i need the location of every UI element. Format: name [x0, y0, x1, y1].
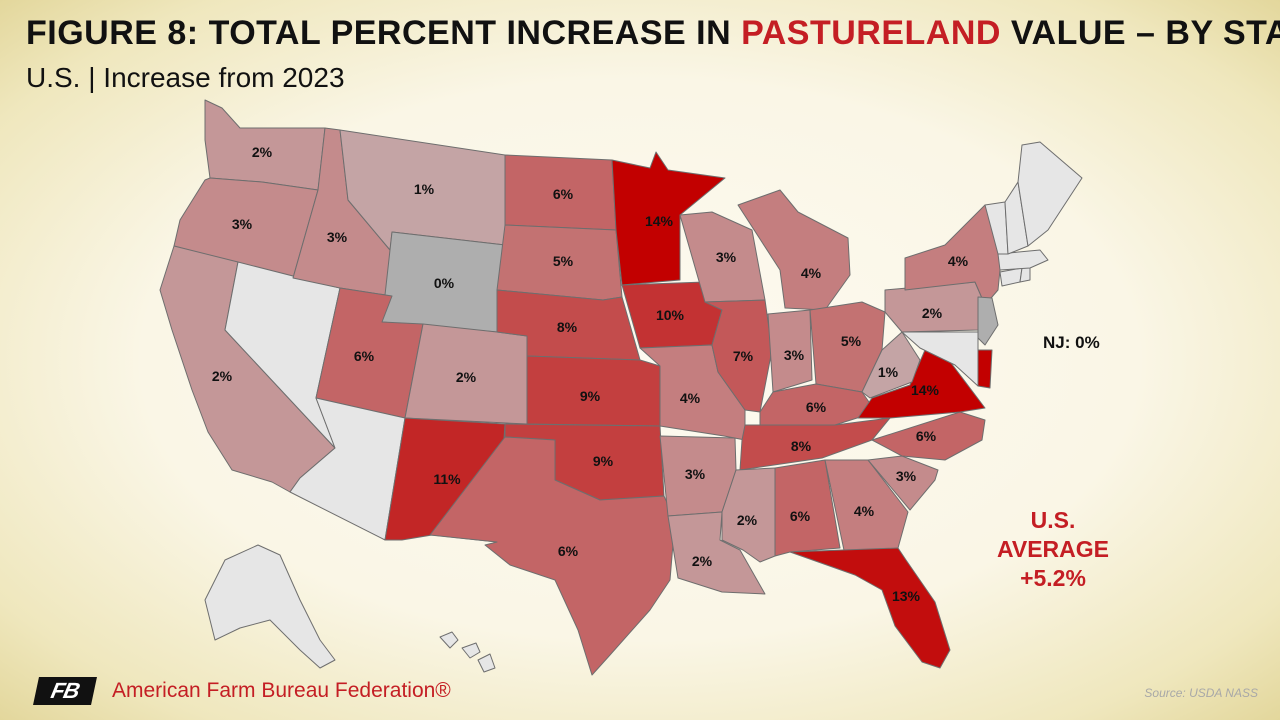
state-mn [611, 151, 726, 286]
state-label-ny: 4% [948, 253, 969, 269]
state-label-ok: 9% [593, 453, 614, 469]
state-label-wi: 3% [716, 249, 737, 265]
page-title: FIGURE 8: TOTAL PERCENT INCREASE IN PAST… [26, 14, 1280, 53]
state-label-mn: 14% [645, 213, 674, 229]
state-label-fl: 13% [892, 588, 921, 604]
state-label-ut: 6% [354, 348, 375, 364]
state-label-al: 6% [790, 508, 811, 524]
state-nj [977, 296, 999, 346]
state-label-nd: 6% [553, 186, 574, 202]
state-wv [861, 331, 921, 399]
source-note: Source: USDA NASS [1144, 686, 1258, 700]
state-label-mt: 1% [414, 181, 435, 197]
state-label-wy: 0% [434, 275, 455, 291]
state-de [977, 349, 993, 389]
state-ak [204, 544, 336, 669]
state-in [767, 309, 813, 393]
state-label-tn: 8% [791, 438, 812, 454]
page-subtitle: U.S. | Increase from 2023 [26, 62, 345, 93]
state-label-ar: 3% [685, 466, 706, 482]
us-average-value: +5.2% [1020, 565, 1086, 591]
state-fl [789, 547, 951, 669]
states-layer [159, 99, 1083, 676]
state-sc [867, 455, 939, 511]
us-average-callout: U.S. AVERAGE +5.2% [978, 506, 1128, 593]
state-label-mo: 4% [680, 390, 701, 406]
state-label-sd: 5% [553, 253, 574, 269]
state-label-tx: 6% [558, 543, 579, 559]
us-average-line2: AVERAGE [996, 536, 1110, 562]
state-label-sc: 3% [896, 468, 917, 484]
title-highlight: PASTURELAND [741, 14, 1001, 52]
state-hi-part-3 [477, 653, 496, 673]
state-label-ga: 4% [854, 503, 875, 519]
state-label-il: 7% [733, 348, 754, 364]
state-label-ne: 8% [557, 319, 578, 335]
state-label-va: 14% [911, 382, 940, 398]
us-average-line1: U.S. [1030, 507, 1076, 533]
fb-logo: FB [33, 677, 97, 705]
state-label-co: 2% [456, 369, 477, 385]
state-label-ia: 10% [656, 307, 685, 323]
state-hi-part-1 [439, 631, 459, 649]
state-me [1017, 141, 1083, 247]
state-mi [737, 189, 851, 311]
state-label-ca: 2% [212, 368, 233, 384]
state-hi-part-2 [461, 642, 481, 659]
state-tx [429, 436, 676, 676]
state-wi [679, 211, 766, 303]
state-label-in: 3% [784, 347, 805, 363]
state-labels-layer: 2% 3% 2% 3% 1% 0% 6% 2% 11% 6% 5% 8% 9% 9% 6% 14% 10% 4% 3… [212, 144, 969, 604]
state-label-ks: 9% [580, 388, 601, 404]
state-il [704, 299, 773, 413]
organization-name: American Farm Bureau Federation® [112, 679, 451, 702]
title-prefix: FIGURE 8: TOTAL PERCENT INCREASE IN [26, 14, 742, 52]
state-label-mi: 4% [801, 265, 822, 281]
state-label-ms: 2% [737, 512, 758, 528]
state-ri [1019, 267, 1031, 283]
state-tn [739, 417, 891, 471]
state-label-wv: 1% [878, 364, 899, 380]
state-label-nc: 6% [916, 428, 937, 444]
state-md [901, 331, 979, 387]
state-label-id: 3% [327, 229, 348, 245]
nj-callout: NJ: 0% [1043, 333, 1100, 352]
state-label-nm: 11% [433, 471, 461, 487]
footer-branding: FB American Farm Bureau Federation® [33, 676, 451, 706]
title-suffix: VALUE – BY STATE [1010, 14, 1280, 52]
state-al [774, 459, 841, 557]
state-ma [997, 249, 1049, 271]
state-ct [999, 267, 1023, 287]
state-label-oh: 5% [841, 333, 862, 349]
state-ga [824, 459, 909, 556]
state-label-ky: 6% [806, 399, 827, 415]
state-label-pa: 2% [922, 305, 943, 321]
state-label-wa: 2% [252, 144, 273, 160]
state-label-la: 2% [692, 553, 713, 569]
state-label-or: 3% [232, 216, 253, 232]
